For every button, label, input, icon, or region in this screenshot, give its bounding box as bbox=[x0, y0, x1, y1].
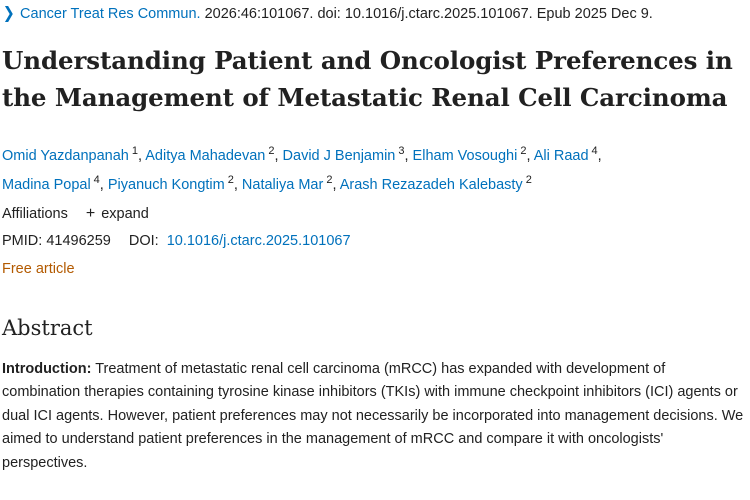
author-link[interactable]: Omid Yazdanpanah 1 bbox=[2, 145, 138, 164]
expand-affiliations-button[interactable]: + expand bbox=[85, 205, 149, 222]
affiliations-row: Affiliations + expand bbox=[2, 205, 149, 223]
abstract-heading: Abstract bbox=[2, 316, 93, 340]
author-link[interactable]: Aditya Mahadevan 2 bbox=[145, 145, 275, 164]
author-link[interactable]: Ali Raad 4 bbox=[533, 145, 598, 164]
plus-icon: + bbox=[85, 205, 96, 222]
pmid-value: 41496259 bbox=[46, 233, 111, 249]
journal-link[interactable]: Cancer Treat Res Commun. bbox=[20, 6, 201, 22]
chevron-right-icon[interactable]: ❯ bbox=[2, 5, 15, 22]
identifiers-row: PMID: 41496259 DOI: 10.1016/j.ctarc.2025… bbox=[2, 233, 351, 249]
author-link[interactable]: Madina Popal 4 bbox=[2, 174, 100, 193]
affiliations-label: Affiliations bbox=[2, 206, 68, 222]
introduction-label: Introduction: bbox=[2, 361, 92, 377]
author-link[interactable]: Elham Vosoughi 2 bbox=[412, 145, 527, 164]
introduction-text: Treatment of metastatic renal cell carci… bbox=[2, 361, 744, 471]
pmid-label: PMID: bbox=[2, 233, 43, 249]
free-article-badge: Free article bbox=[2, 261, 75, 277]
author-link[interactable]: David J Benjamin 3 bbox=[282, 145, 405, 164]
citation-details: 2026:46:101067. doi: 10.1016/j.ctarc.202… bbox=[200, 6, 653, 22]
author-link[interactable]: Arash Rezazadeh Kalebasty 2 bbox=[339, 174, 532, 193]
citation-line: ❯ Cancer Treat Res Commun. 2026:46:10106… bbox=[2, 3, 653, 23]
doi-link[interactable]: 10.1016/j.ctarc.2025.101067 bbox=[166, 233, 351, 249]
authors-list: Omid Yazdanpanah 1, Aditya Mahadevan 2, Da… bbox=[2, 145, 602, 193]
author-link[interactable]: Nataliya Mar 2 bbox=[241, 174, 333, 193]
author-link[interactable]: Piyanuch Kongtim 2 bbox=[107, 174, 234, 193]
abstract-paragraph: Introduction: Treatment of metastatic re… bbox=[2, 358, 747, 475]
doi-label: DOI: bbox=[128, 233, 159, 249]
article-title: Understanding Patient and Oncologist Pre… bbox=[2, 46, 733, 112]
